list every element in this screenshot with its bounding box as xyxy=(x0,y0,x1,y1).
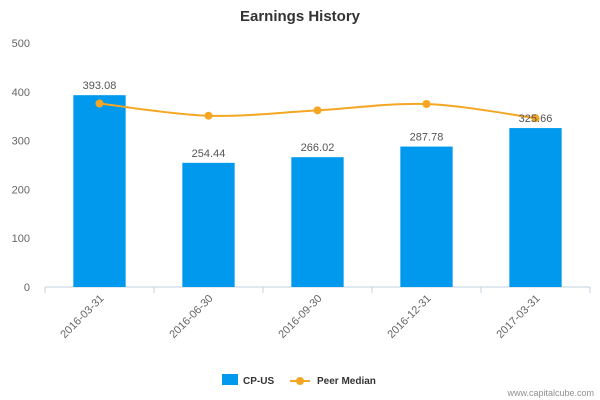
credit-text: www.capitalcube.com xyxy=(506,388,594,398)
legend[interactable]: CP-US Peer Median xyxy=(222,374,376,387)
bars xyxy=(73,95,562,287)
x-tick-label: 2016-12-31 xyxy=(385,293,433,341)
data-label-cp-us: 287.78 xyxy=(410,132,444,144)
bar-cp-us[interactable] xyxy=(400,146,453,287)
peer-median-point[interactable] xyxy=(422,100,431,108)
x-tick-label: 2016-06-30 xyxy=(167,293,215,341)
y-tick-label: 500 xyxy=(12,38,30,50)
data-label-cp-us: 254.44 xyxy=(192,148,226,160)
x-tick-label: 2016-03-31 xyxy=(58,293,106,341)
peer-median-point[interactable] xyxy=(204,111,213,120)
y-tick-label: 0 xyxy=(24,282,30,294)
y-tick-label: 400 xyxy=(12,87,30,99)
chart-title: Earnings History xyxy=(240,8,361,25)
x-tick-label: 2017-03-31 xyxy=(494,293,542,341)
y-tick-label: 200 xyxy=(12,184,30,196)
legend-swatch-cp-us xyxy=(222,374,238,385)
bar-cp-us[interactable] xyxy=(291,157,344,287)
data-labels: 393.08 254.44 266.02 287.78 325.66 xyxy=(83,80,553,160)
y-tick-label: 300 xyxy=(12,136,30,148)
peer-median-point[interactable] xyxy=(531,114,540,123)
peer-median-line xyxy=(95,99,540,123)
data-label-cp-us: 325.66 xyxy=(519,113,553,125)
bar-cp-us[interactable] xyxy=(182,162,235,287)
peer-median-point[interactable] xyxy=(313,106,322,115)
peer-median-point[interactable] xyxy=(95,99,104,108)
legend-label-peer-median[interactable]: Peer Median xyxy=(317,376,376,387)
y-tick-label: 100 xyxy=(12,233,30,245)
bar-cp-us[interactable] xyxy=(509,128,562,287)
x-tick-label: 2016-09-30 xyxy=(276,293,324,341)
bar-cp-us[interactable] xyxy=(73,95,126,287)
legend-label-cp-us[interactable]: CP-US xyxy=(243,376,274,387)
data-label-cp-us: 266.02 xyxy=(301,142,335,154)
legend-marker-peer-median xyxy=(296,377,304,385)
data-label-cp-us: 393.08 xyxy=(83,80,117,92)
